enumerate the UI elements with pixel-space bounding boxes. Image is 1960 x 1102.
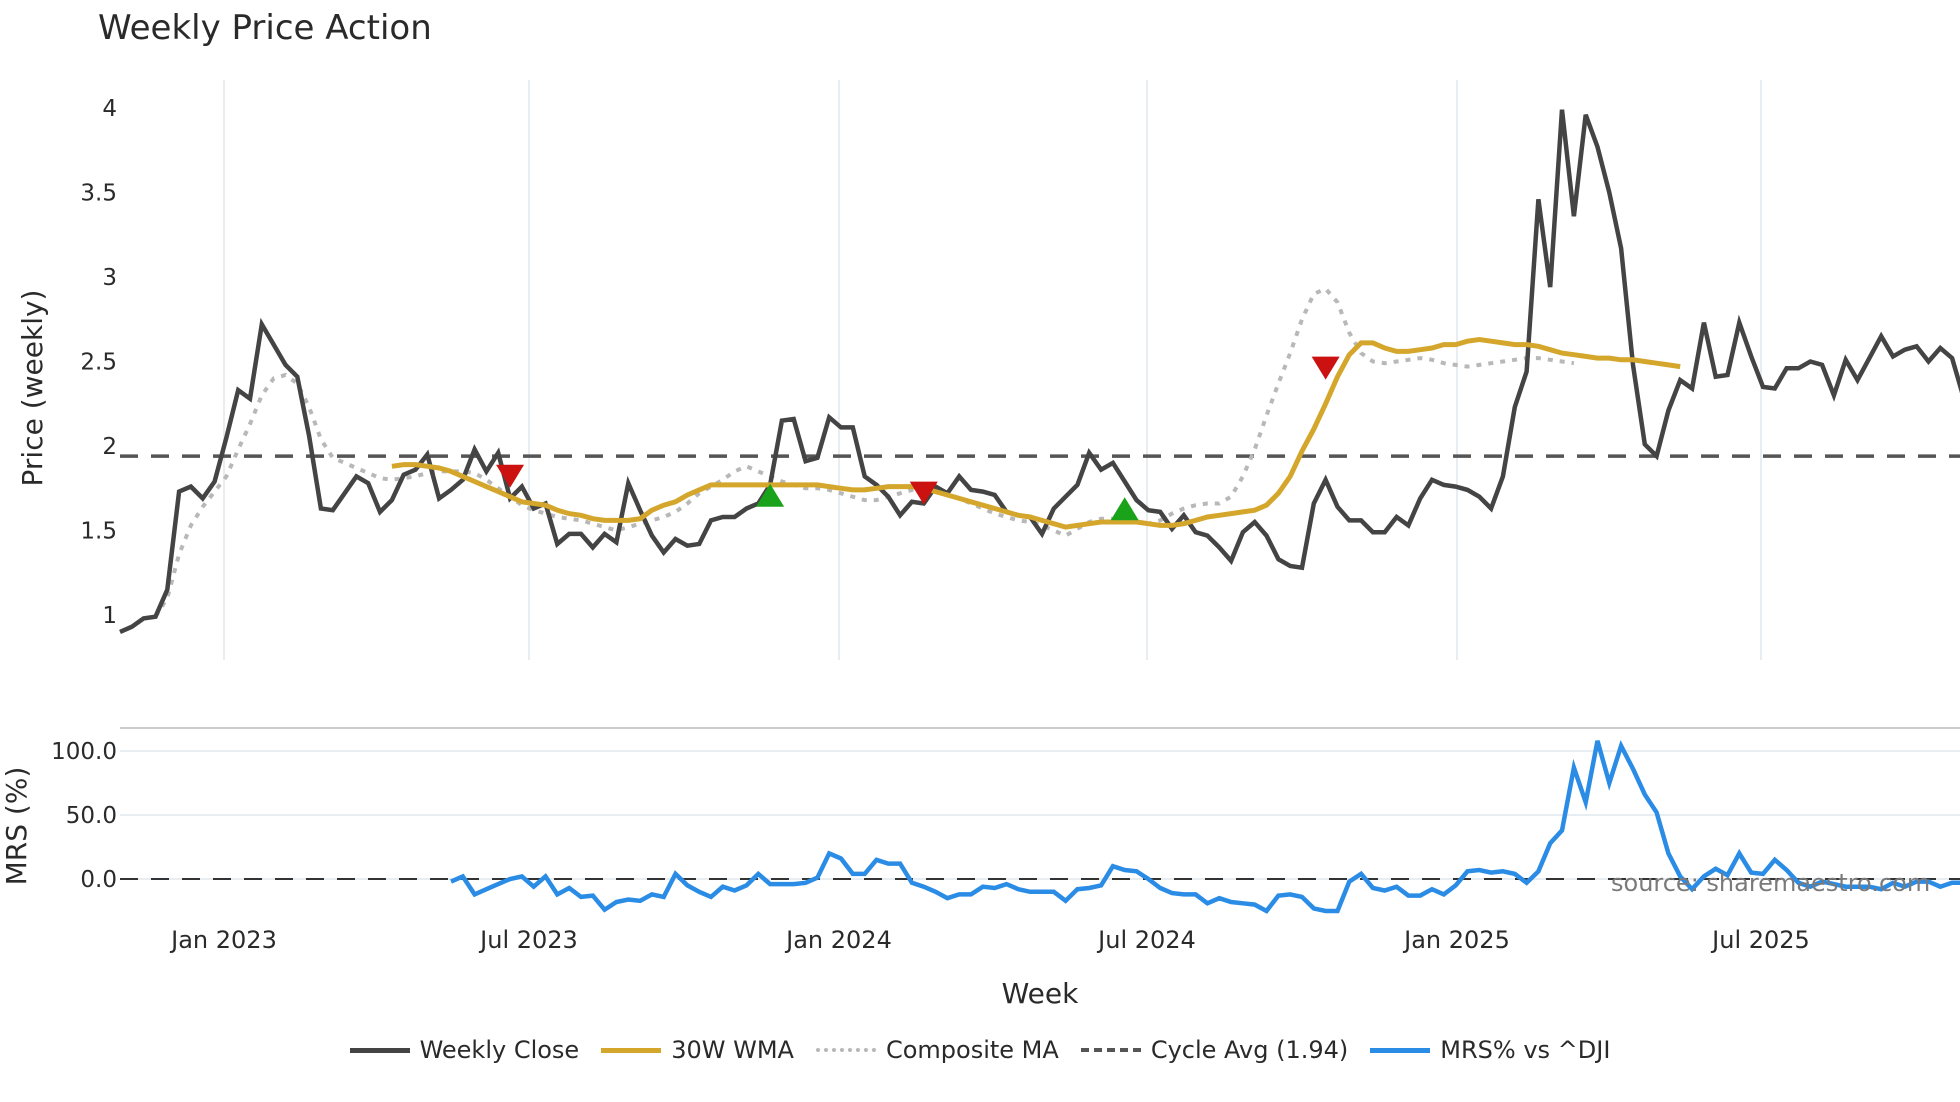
mrs-tick-label: 100.0 bbox=[51, 739, 117, 765]
price-tick-label: 2.5 bbox=[80, 350, 117, 376]
price-y-axis-title: Price (weekly) bbox=[16, 290, 49, 487]
x-axis: Jan 2023 Jul 2023 Jan 2024 Jul 2024 Jan 2025… bbox=[169, 926, 1810, 954]
x-axis-title: Week bbox=[1002, 977, 1079, 1010]
solid-line-swatch-icon bbox=[601, 1047, 662, 1053]
price-tick-label: 2 bbox=[102, 434, 117, 460]
source-watermark: source: sharemaestro.com bbox=[1611, 869, 1930, 897]
legend-item-cycle-avg[interactable]: Cycle Avg (1.94) bbox=[1080, 1036, 1349, 1064]
sell-signal-triangle-down-icon[interactable] bbox=[496, 464, 525, 488]
price-tick-label: 3.5 bbox=[80, 181, 117, 207]
sell-signal-triangle-down-icon[interactable] bbox=[909, 481, 938, 505]
sell-signal-triangle-down-icon[interactable] bbox=[1311, 356, 1340, 380]
legend-label: Weekly Close bbox=[419, 1036, 580, 1064]
legend-label: MRS% vs ^DJI bbox=[1440, 1036, 1611, 1064]
mrs-line[interactable] bbox=[450, 740, 1960, 914]
weekly-close-line[interactable] bbox=[119, 109, 1960, 634]
buy-signal-triangle-up-icon[interactable] bbox=[1110, 497, 1139, 521]
dotted-line-swatch-icon bbox=[815, 1048, 876, 1052]
price-tick-label: 4 bbox=[102, 96, 117, 122]
x-tick-label: Jan 2024 bbox=[784, 926, 892, 954]
wma30-line[interactable] bbox=[391, 336, 1681, 530]
chart-canvas[interactable]: 1 1.5 2 2.5 3 3.5 4 Price (weekly) 0.0 50.0 100.… bbox=[0, 0, 1960, 1030]
buy-signal-triangle-up-icon[interactable] bbox=[756, 483, 785, 507]
legend: Weekly Close 30W WMA Composite MA Cycle … bbox=[0, 1036, 1960, 1064]
mrs-y-axis: 0.0 50.0 100.0 bbox=[51, 739, 117, 893]
chart-title: Weekly Price Action bbox=[98, 8, 432, 48]
price-tick-label: 1.5 bbox=[80, 519, 117, 545]
solid-line-swatch-icon bbox=[349, 1047, 410, 1053]
price-tick-label: 3 bbox=[102, 265, 117, 291]
legend-item-composite-ma[interactable]: Composite MA bbox=[815, 1036, 1059, 1064]
solid-line-swatch-icon bbox=[1370, 1047, 1431, 1053]
price-tick-label: 1 bbox=[102, 603, 117, 629]
x-tick-label: Jan 2025 bbox=[1402, 926, 1510, 954]
signal-markers bbox=[496, 356, 1340, 521]
mrs-tick-label: 50.0 bbox=[66, 803, 117, 829]
price-y-axis: 1 1.5 2 2.5 3 3.5 4 bbox=[80, 96, 117, 629]
legend-label: Composite MA bbox=[885, 1036, 1059, 1064]
mrs-y-axis-title: MRS (%) bbox=[0, 767, 33, 886]
legend-label: 30W WMA bbox=[671, 1036, 794, 1064]
dashed-line-swatch-icon bbox=[1080, 1048, 1141, 1052]
x-tick-label: Jul 2024 bbox=[1096, 926, 1196, 954]
legend-item-mrs[interactable]: MRS% vs ^DJI bbox=[1370, 1036, 1610, 1064]
composite-ma-line[interactable] bbox=[153, 286, 1575, 618]
x-tick-label: Jul 2023 bbox=[478, 926, 578, 954]
vertical-gridlines bbox=[223, 80, 1762, 660]
mrs-gridlines bbox=[120, 750, 1960, 880]
x-tick-label: Jul 2025 bbox=[1710, 926, 1810, 954]
legend-item-weekly-close[interactable]: Weekly Close bbox=[349, 1036, 580, 1064]
legend-label: Cycle Avg (1.94) bbox=[1150, 1036, 1349, 1064]
mrs-tick-label: 0.0 bbox=[80, 867, 117, 893]
legend-item-wma30[interactable]: 30W WMA bbox=[601, 1036, 794, 1064]
x-tick-label: Jan 2023 bbox=[169, 926, 277, 954]
